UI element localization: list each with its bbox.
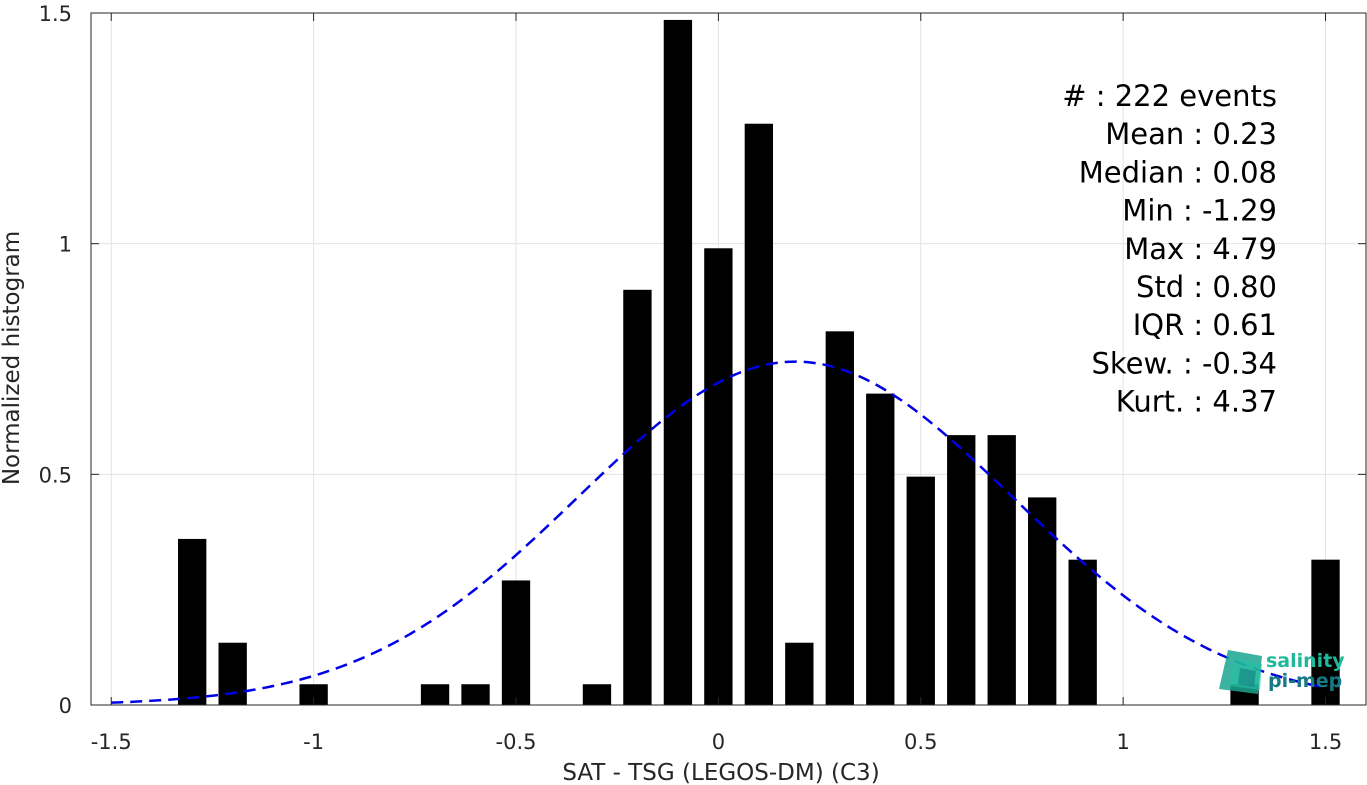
histogram-bar [623, 289, 652, 705]
histogram-bar [906, 476, 935, 705]
y-tick-label: 1.5 [39, 2, 72, 26]
stat-line: Skew. : -0.34 [1091, 346, 1277, 380]
y-tick-label: 0 [59, 694, 72, 718]
histogram-bar [825, 331, 854, 705]
histogram-bar [1311, 559, 1340, 705]
histogram-bar [461, 684, 490, 705]
stat-line: Kurt. : 4.37 [1116, 385, 1277, 419]
histogram-bar [420, 684, 450, 705]
stat-line: # : 222 events [1062, 79, 1277, 113]
stat-line: Max : 4.79 [1124, 232, 1277, 266]
x-tick-label: 0.5 [904, 730, 937, 754]
logo-mark-icon [1219, 650, 1262, 694]
histogram-bar [744, 123, 774, 706]
salinity-pi-mep-logo: salinity pi-mep [1219, 650, 1345, 694]
histogram-bar [785, 642, 814, 705]
stat-line: Median : 0.08 [1079, 155, 1277, 189]
plot-frame [90, 12, 1367, 706]
y-axis-label: Normalized histogram [0, 231, 25, 485]
x-axis-label: SAT - TSG (LEGOS-DM) (C3) [562, 760, 879, 785]
x-tick-label: 1.5 [1309, 730, 1342, 754]
x-tick-label: -1 [303, 730, 324, 754]
histogram-bar [947, 435, 976, 705]
histogram-bar [866, 393, 895, 705]
x-tick-label: -1.5 [91, 730, 132, 754]
histogram-bar [582, 684, 612, 705]
x-tick-label: 0 [712, 730, 725, 754]
x-tick-labels: -1.5 -1 -0.5 0 0.5 1 1.5 [91, 730, 1342, 754]
histogram-bar [987, 435, 1016, 705]
logo-text-salinity: salinity [1266, 650, 1345, 672]
x-tick-label: -0.5 [496, 730, 537, 754]
stat-line: Mean : 0.23 [1105, 117, 1277, 151]
histogram-bar [299, 684, 328, 705]
histogram-bar [663, 19, 693, 706]
histogram-bar [178, 538, 207, 705]
stats-annotation: # : 222 events Mean : 0.23 Median : 0.08 Mi… [1062, 79, 1277, 419]
histogram-bars [178, 19, 1340, 706]
y-tick-labels: 0 0.5 1 1.5 [39, 2, 72, 718]
y-tick-label: 0.5 [39, 463, 72, 487]
stat-line: IQR : 0.61 [1133, 308, 1277, 342]
axis-ticks [91, 12, 1366, 706]
gaussian-fit-curve [111, 360, 1326, 704]
histogram-bar [704, 248, 733, 705]
histogram-bar [1028, 497, 1057, 705]
histogram-bar [218, 642, 247, 705]
histogram-bar [501, 580, 531, 705]
x-tick-label: 1 [1116, 730, 1129, 754]
stat-line: Min : -1.29 [1122, 194, 1277, 228]
logo-text-pi-mep: pi-mep [1268, 670, 1342, 692]
stat-line: Std : 0.80 [1136, 270, 1277, 304]
y-tick-label: 1 [59, 233, 72, 257]
histogram-bar [1068, 559, 1097, 705]
